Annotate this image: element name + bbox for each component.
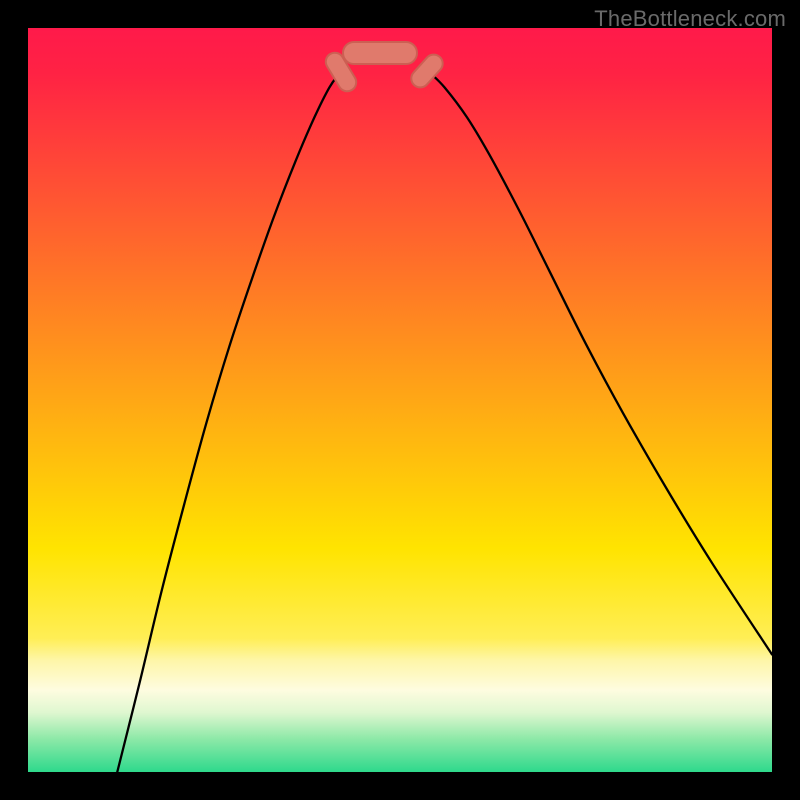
plot-area [28, 28, 772, 772]
curve-trough-marker [342, 41, 418, 65]
watermark-text: TheBottleneck.com [594, 6, 786, 32]
curve-right [430, 73, 772, 655]
curve-left [117, 74, 339, 772]
stage: TheBottleneck.com [0, 0, 800, 800]
chart-svg [28, 28, 772, 772]
